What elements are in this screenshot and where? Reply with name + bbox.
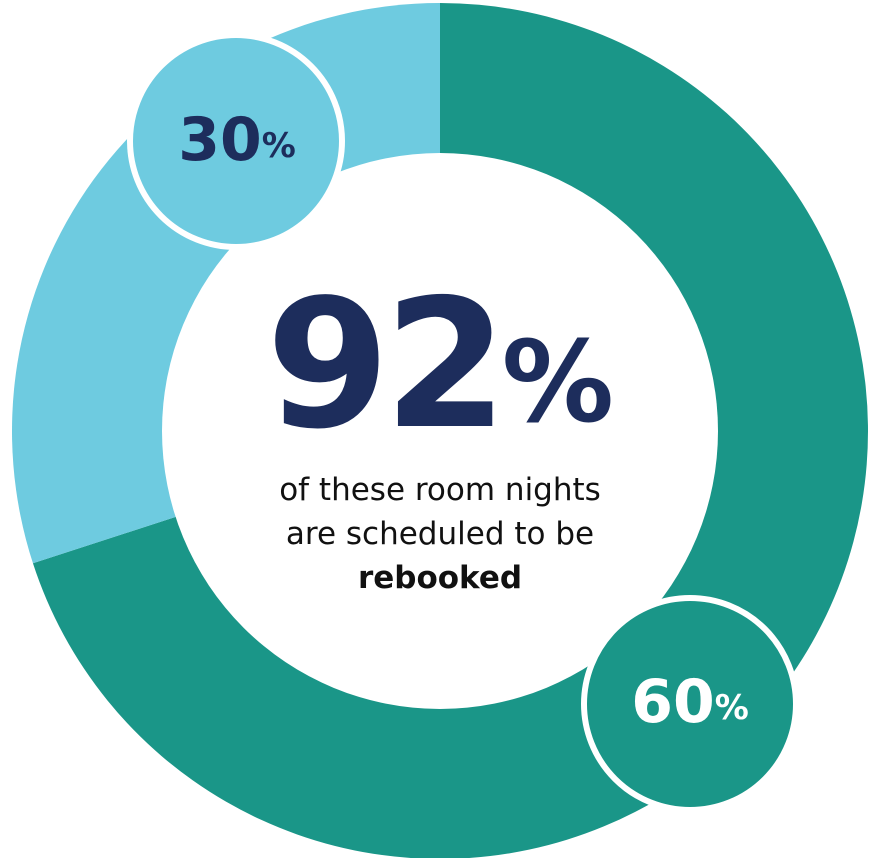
center-number: 92 bbox=[266, 261, 508, 468]
bubble-30-label: 30% bbox=[130, 90, 344, 190]
bubble-30-percent bbox=[127, 32, 345, 250]
caption-line-2: are scheduled to be bbox=[285, 516, 595, 552]
bubble-60-percent bbox=[581, 595, 799, 813]
donut-hole bbox=[162, 153, 718, 709]
bubble-60-unit: % bbox=[714, 688, 749, 728]
bubble-60-label: 60% bbox=[582, 652, 798, 752]
bubble-30-value: 30 bbox=[178, 105, 262, 175]
bubble-30-unit: % bbox=[261, 126, 296, 166]
center-stat: 92% of these room nights are scheduled t… bbox=[190, 270, 690, 600]
bubble-60-value: 60 bbox=[631, 667, 715, 737]
center-caption: of these room nights are scheduled to be… bbox=[190, 468, 690, 600]
caption-bold: rebooked bbox=[357, 560, 523, 596]
center-value: 92% bbox=[190, 270, 690, 460]
center-unit: % bbox=[501, 318, 614, 448]
caption-line-1: of these room nights bbox=[279, 472, 601, 508]
